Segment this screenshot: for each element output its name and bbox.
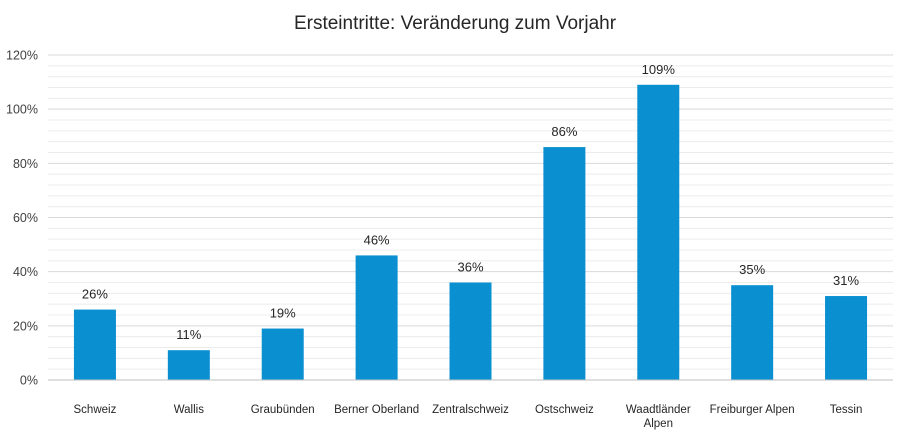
data-label: 26% xyxy=(82,287,108,302)
y-axis: 0% 20% 40% 60% 80% 100% 120% xyxy=(6,49,38,388)
y-tick-label: 100% xyxy=(6,103,38,117)
chart-title: Ersteintritte: Veränderung zum Vorjahr xyxy=(294,13,617,34)
x-tick-label: Tessin xyxy=(830,404,863,416)
data-labels: 26% 11% 19% 46% 36% 86% 109% 35% 31% xyxy=(82,62,860,342)
x-tick-label: Graubünden xyxy=(251,404,315,416)
data-label: 11% xyxy=(176,327,201,342)
y-tick-label: 40% xyxy=(13,265,38,279)
y-tick-label: 120% xyxy=(6,49,38,63)
bar xyxy=(637,84,680,381)
y-tick-label: 20% xyxy=(13,319,38,333)
x-tick-label: Zentralschweiz xyxy=(432,404,509,416)
bar xyxy=(449,282,492,380)
bar xyxy=(73,309,116,380)
x-tick-label: Waadtländer Alpen xyxy=(626,404,691,430)
x-axis: Schweiz Wallis Graubünden Berner Oberland Ze… xyxy=(48,379,893,430)
x-tick-label: Wallis xyxy=(174,404,204,416)
bar xyxy=(355,255,398,380)
x-tick-label: Ostschweiz xyxy=(535,404,594,416)
bar xyxy=(543,147,586,380)
data-label: 86% xyxy=(551,124,577,139)
data-label: 19% xyxy=(270,306,296,321)
data-label: 109% xyxy=(642,62,676,77)
bar xyxy=(731,285,774,380)
data-label: 35% xyxy=(739,262,765,277)
bars xyxy=(73,84,868,381)
bar xyxy=(825,296,868,380)
y-tick-label: 60% xyxy=(13,211,38,225)
data-label: 36% xyxy=(457,260,483,275)
y-tick-label: 0% xyxy=(20,374,38,388)
x-tick-label: Freiburger Alpen xyxy=(710,404,795,416)
data-label: 46% xyxy=(364,232,390,247)
data-label: 31% xyxy=(833,273,859,288)
x-tick-label: Schweiz xyxy=(74,404,117,416)
x-tick-label: Berner Oberland xyxy=(334,404,419,416)
bar xyxy=(261,328,304,380)
y-tick-label: 80% xyxy=(13,157,38,171)
bar xyxy=(167,350,210,380)
